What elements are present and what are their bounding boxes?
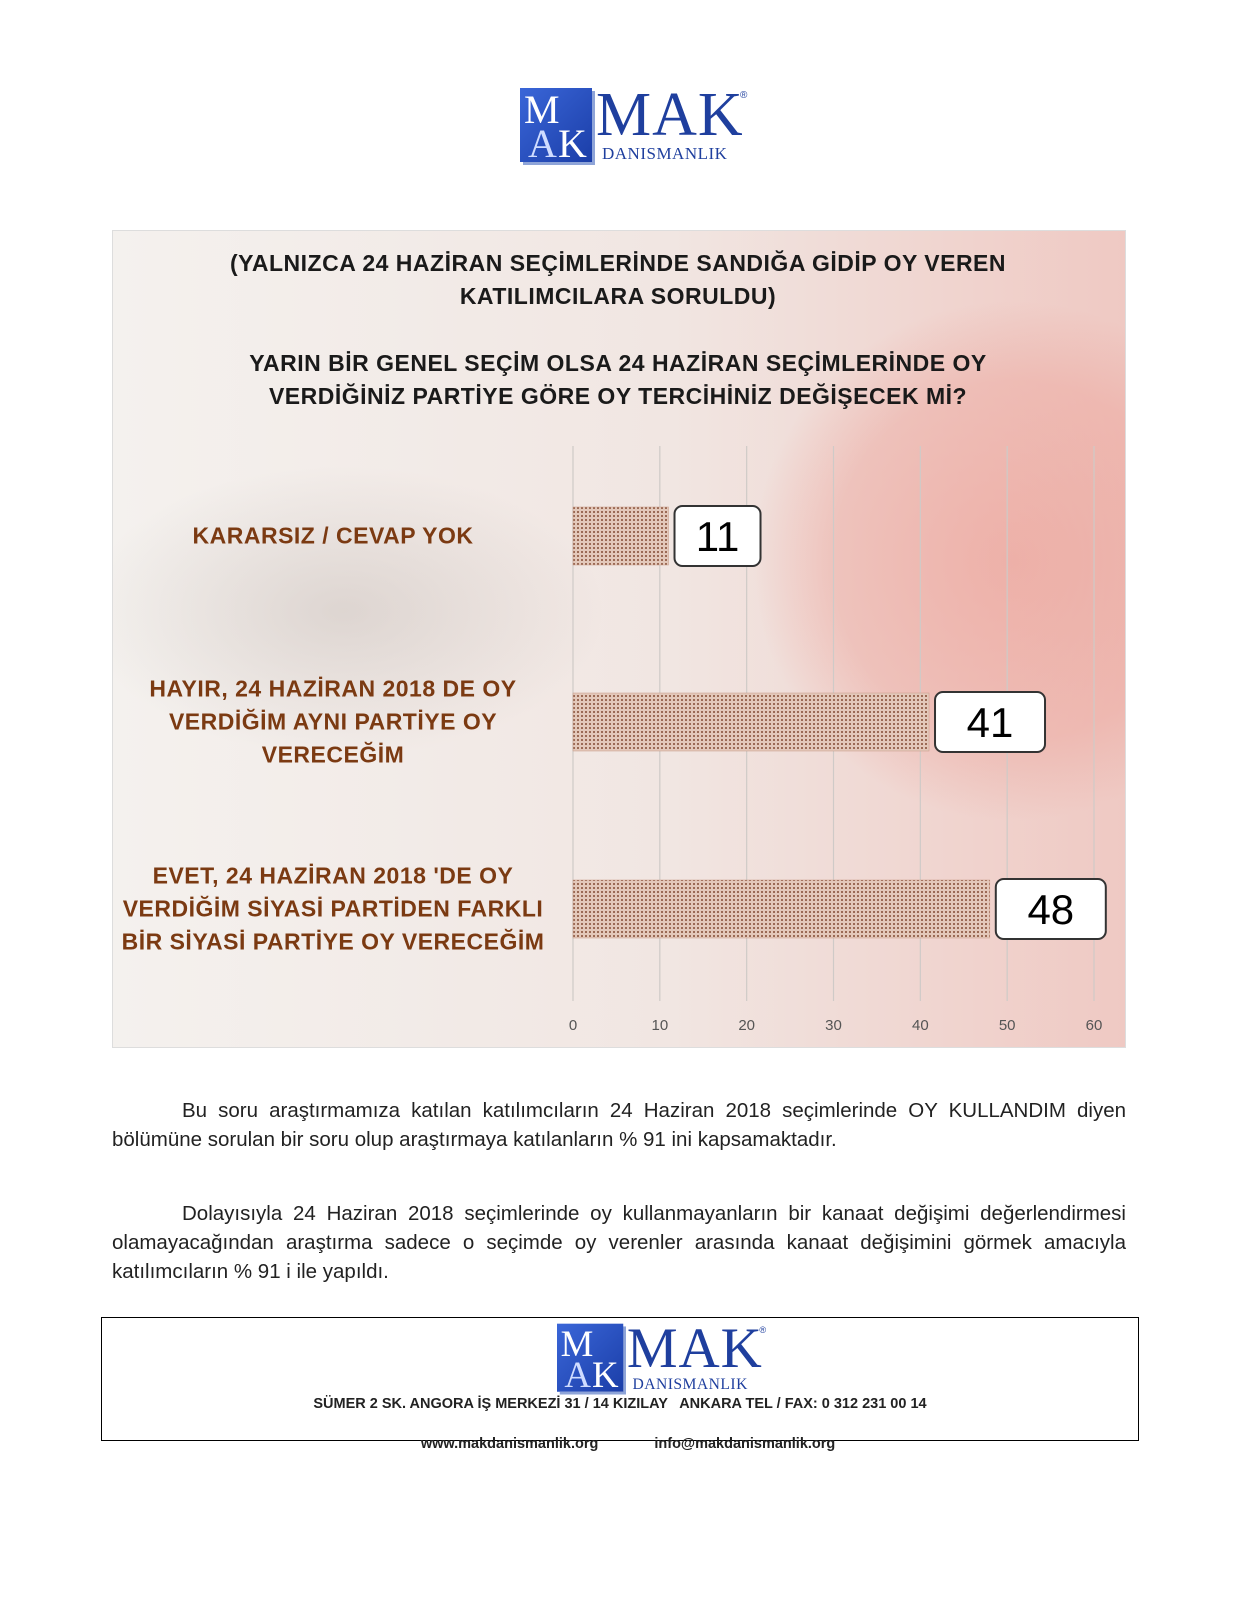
value-label: 48 bbox=[1027, 886, 1074, 933]
bar bbox=[572, 506, 669, 566]
footer-web: www.makdanismanlik.org bbox=[420, 1436, 599, 1452]
x-tick-label: 20 bbox=[738, 1017, 755, 1034]
chart: 0 10 20 30 40 50 60 11 41 48 (YALNIZCA 24 HAZİRAN… bbox=[112, 230, 1126, 1048]
footer: M A K MAK ® DANISMANLIK SÜMER 2 SK. ANGO… bbox=[101, 1317, 1139, 1452]
footer-contact: www.makdanismanlik.org info@makdanismanli… bbox=[102, 1420, 1138, 1468]
category-label: KARARSIZ / CEVAP YOK bbox=[192, 522, 474, 549]
logo-registered: ® bbox=[759, 1325, 767, 1336]
x-tick-label: 0 bbox=[569, 1017, 577, 1034]
value-label-box bbox=[934, 691, 1047, 753]
logo-letter: M bbox=[524, 87, 560, 132]
bar bbox=[572, 692, 930, 752]
category-label: HAYIR, 24 HAZİRAN 2018 DE OY VERDİĞİM AY… bbox=[149, 675, 517, 768]
x-tick-label: 50 bbox=[999, 1017, 1016, 1034]
logo-sub: DANISMANLIK bbox=[602, 144, 728, 163]
logo-letter: K bbox=[591, 1354, 619, 1396]
x-tick-label: 30 bbox=[825, 1017, 842, 1034]
logo-letter: A bbox=[564, 1354, 591, 1396]
logo-name: MAK bbox=[596, 81, 744, 149]
logo-sub: DANISMANLIK bbox=[632, 1375, 748, 1393]
paragraph: Dolayısıyla 24 Haziran 2018 seçimlerinde… bbox=[112, 1202, 1126, 1283]
logo-registered: ® bbox=[740, 90, 748, 101]
x-tick-label: 40 bbox=[912, 1017, 929, 1034]
logo-letter: A bbox=[528, 121, 557, 166]
value-label: 11 bbox=[696, 513, 740, 560]
category-label: EVET, 24 HAZİRAN 2018 'DE OY VERDİĞİM Sİ… bbox=[121, 862, 545, 955]
x-tick-label: 60 bbox=[1086, 1017, 1103, 1034]
chart-title: (YALNIZCA 24 HAZİRAN SEÇİMLERİNDE SANDIĞ… bbox=[229, 250, 1007, 309]
footer-email: info@makdanismanlik.org bbox=[654, 1436, 836, 1452]
logo-symbol: M A K bbox=[557, 1322, 624, 1396]
value-label-box bbox=[994, 878, 1107, 940]
x-tick-label: 10 bbox=[651, 1017, 668, 1034]
footer-logo: M A K MAK ® DANISMANLIK bbox=[557, 1317, 778, 1396]
paragraph: Bu soru araştırmamıza katılan katılımcıl… bbox=[112, 1099, 1126, 1151]
logo-letter: M bbox=[560, 1322, 594, 1365]
chart-svg: 0 10 20 30 40 50 60 11 41 48 bbox=[569, 446, 1107, 1034]
footer-address: SÜMER 2 SK. ANGORA İŞ MERKEZİ 31 / 14 KI… bbox=[313, 1396, 927, 1412]
header-logo: M A K MAK ® DANISMANLIK bbox=[520, 81, 760, 166]
logo-name: MAK bbox=[626, 1317, 763, 1380]
logo-letter: K bbox=[558, 121, 587, 166]
value-label-box bbox=[673, 505, 762, 567]
chart-subtitle: YARIN BİR GENEL SEÇİM OLSA 24 HAZİRAN SE… bbox=[249, 350, 987, 409]
logo-symbol: M A K bbox=[520, 87, 592, 166]
bar bbox=[572, 879, 991, 939]
value-label: 41 bbox=[967, 699, 1014, 746]
